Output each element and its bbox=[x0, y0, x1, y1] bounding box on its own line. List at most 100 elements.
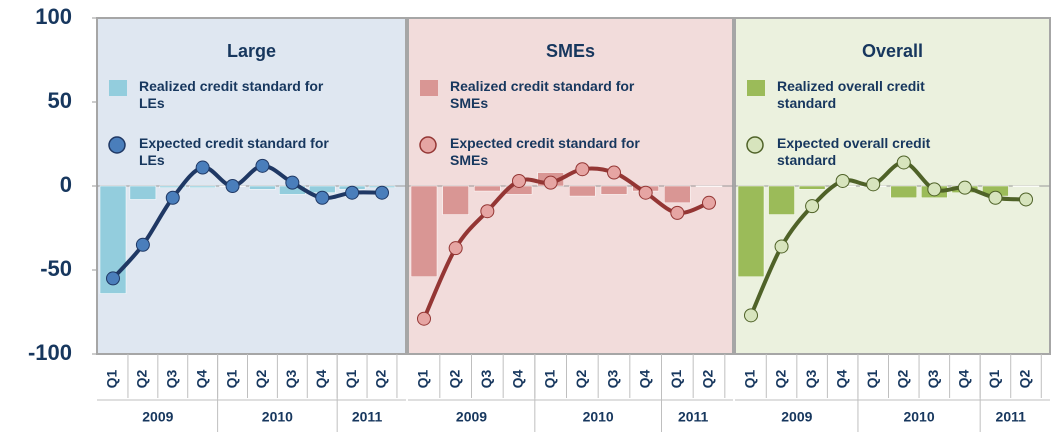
point bbox=[1019, 192, 1033, 207]
x-tick-label: Q1 bbox=[223, 369, 239, 388]
legend-swatch bbox=[109, 80, 127, 96]
line bbox=[422, 166, 710, 320]
bar bbox=[664, 185, 691, 204]
x-tick-label: Q4 bbox=[956, 369, 972, 388]
y-tick-label: -50 bbox=[40, 256, 72, 281]
bar bbox=[442, 185, 469, 215]
point bbox=[835, 173, 850, 188]
x-tick-label: Q4 bbox=[833, 369, 849, 388]
legend-text: Expected credit standard for LEs bbox=[139, 135, 329, 168]
point bbox=[417, 311, 431, 326]
point bbox=[480, 204, 495, 219]
point bbox=[607, 165, 621, 180]
point bbox=[774, 239, 789, 254]
y-tick-label: 0 bbox=[60, 172, 72, 197]
x-tick-label: Q1 bbox=[864, 369, 880, 388]
x-tick-label: Q4 bbox=[636, 369, 652, 388]
panel-title: Large bbox=[227, 41, 276, 61]
year-label: 2011 bbox=[996, 409, 1027, 425]
legend-text: Realized credit standard for SMEs bbox=[450, 78, 635, 111]
legend-label: Expected overall credit standard bbox=[777, 135, 931, 168]
year-label: 2011 bbox=[678, 409, 709, 425]
bar bbox=[410, 185, 438, 277]
x-tick-label: Q2 bbox=[894, 369, 910, 388]
y-tick-label: -100 bbox=[28, 340, 72, 365]
x-tick-label: Q1 bbox=[343, 369, 359, 388]
bar bbox=[768, 185, 795, 215]
legend-label: Expected credit standard for LEs bbox=[139, 135, 329, 168]
line bbox=[111, 163, 383, 280]
year-label: 2010 bbox=[903, 409, 934, 425]
legend-swatch bbox=[747, 80, 765, 96]
x-tick-label: Q4 bbox=[510, 369, 526, 388]
x-tick-label: Q2 bbox=[373, 369, 389, 388]
x-tick-label: Q2 bbox=[446, 369, 462, 388]
panel-title: Overall bbox=[862, 41, 923, 61]
x-tick-label: Q1 bbox=[742, 369, 758, 388]
point bbox=[225, 179, 240, 193]
bar bbox=[569, 185, 596, 197]
point bbox=[575, 162, 590, 177]
year-label: 2009 bbox=[142, 409, 173, 425]
point bbox=[315, 190, 330, 205]
bar bbox=[600, 185, 628, 195]
point bbox=[345, 185, 360, 200]
bar bbox=[249, 185, 276, 190]
year-label: 2009 bbox=[781, 409, 812, 425]
point bbox=[638, 185, 653, 200]
legend-label: Realized overall credit standard bbox=[777, 78, 925, 111]
bar bbox=[737, 185, 765, 277]
x-tick-label: Q2 bbox=[573, 369, 589, 388]
line bbox=[749, 160, 1027, 317]
point bbox=[744, 308, 758, 323]
point bbox=[512, 173, 526, 188]
legend-swatch bbox=[746, 136, 764, 154]
year-label: 2011 bbox=[352, 409, 383, 425]
x-tick-label: Q4 bbox=[193, 369, 209, 388]
x-tick-label: Q2 bbox=[772, 369, 788, 388]
panel-title: SMEs bbox=[546, 41, 595, 61]
point bbox=[702, 195, 716, 210]
point bbox=[988, 190, 1003, 205]
bar bbox=[189, 185, 216, 188]
point bbox=[375, 185, 389, 200]
point bbox=[135, 237, 150, 252]
legend-text: Realized credit standard for LEs bbox=[139, 78, 324, 111]
x-tick-label: Q1 bbox=[104, 369, 120, 388]
point bbox=[670, 205, 685, 220]
legend-text: Expected overall credit standard bbox=[777, 135, 931, 168]
point bbox=[448, 241, 463, 256]
x-tick-label: Q3 bbox=[925, 369, 941, 388]
x-tick-label: Q3 bbox=[803, 369, 819, 388]
bar bbox=[1012, 185, 1040, 187]
bar bbox=[129, 185, 157, 200]
x-tick-label: Q2 bbox=[253, 369, 269, 388]
bar bbox=[890, 185, 918, 199]
point bbox=[165, 190, 180, 205]
bar bbox=[159, 185, 187, 188]
point bbox=[896, 155, 911, 170]
bar bbox=[474, 185, 501, 192]
point bbox=[255, 158, 270, 173]
point bbox=[927, 182, 942, 197]
x-tick-label: Q2 bbox=[134, 369, 150, 388]
x-tick-label: Q3 bbox=[163, 369, 179, 388]
legend-swatch bbox=[420, 80, 438, 96]
x-tick-label: Q3 bbox=[478, 369, 494, 388]
point bbox=[195, 160, 210, 175]
legend-swatch bbox=[108, 136, 126, 154]
x-tick-label: Q1 bbox=[541, 369, 557, 388]
y-tick-label: 100 bbox=[35, 4, 72, 29]
year-label: 2010 bbox=[583, 409, 614, 425]
bar bbox=[798, 185, 826, 190]
point bbox=[543, 175, 558, 190]
x-tick-label: Q1 bbox=[986, 369, 1002, 388]
x-tick-label: Q4 bbox=[313, 369, 329, 388]
x-tick-label: Q3 bbox=[283, 369, 299, 388]
legend-label: Realized credit standard for LEs bbox=[139, 78, 324, 111]
bar bbox=[695, 185, 723, 187]
y-tick-label: 50 bbox=[48, 88, 72, 113]
x-tick-label: Q2 bbox=[1017, 369, 1033, 388]
legend-text: Expected credit standard for SMEs bbox=[450, 135, 640, 168]
